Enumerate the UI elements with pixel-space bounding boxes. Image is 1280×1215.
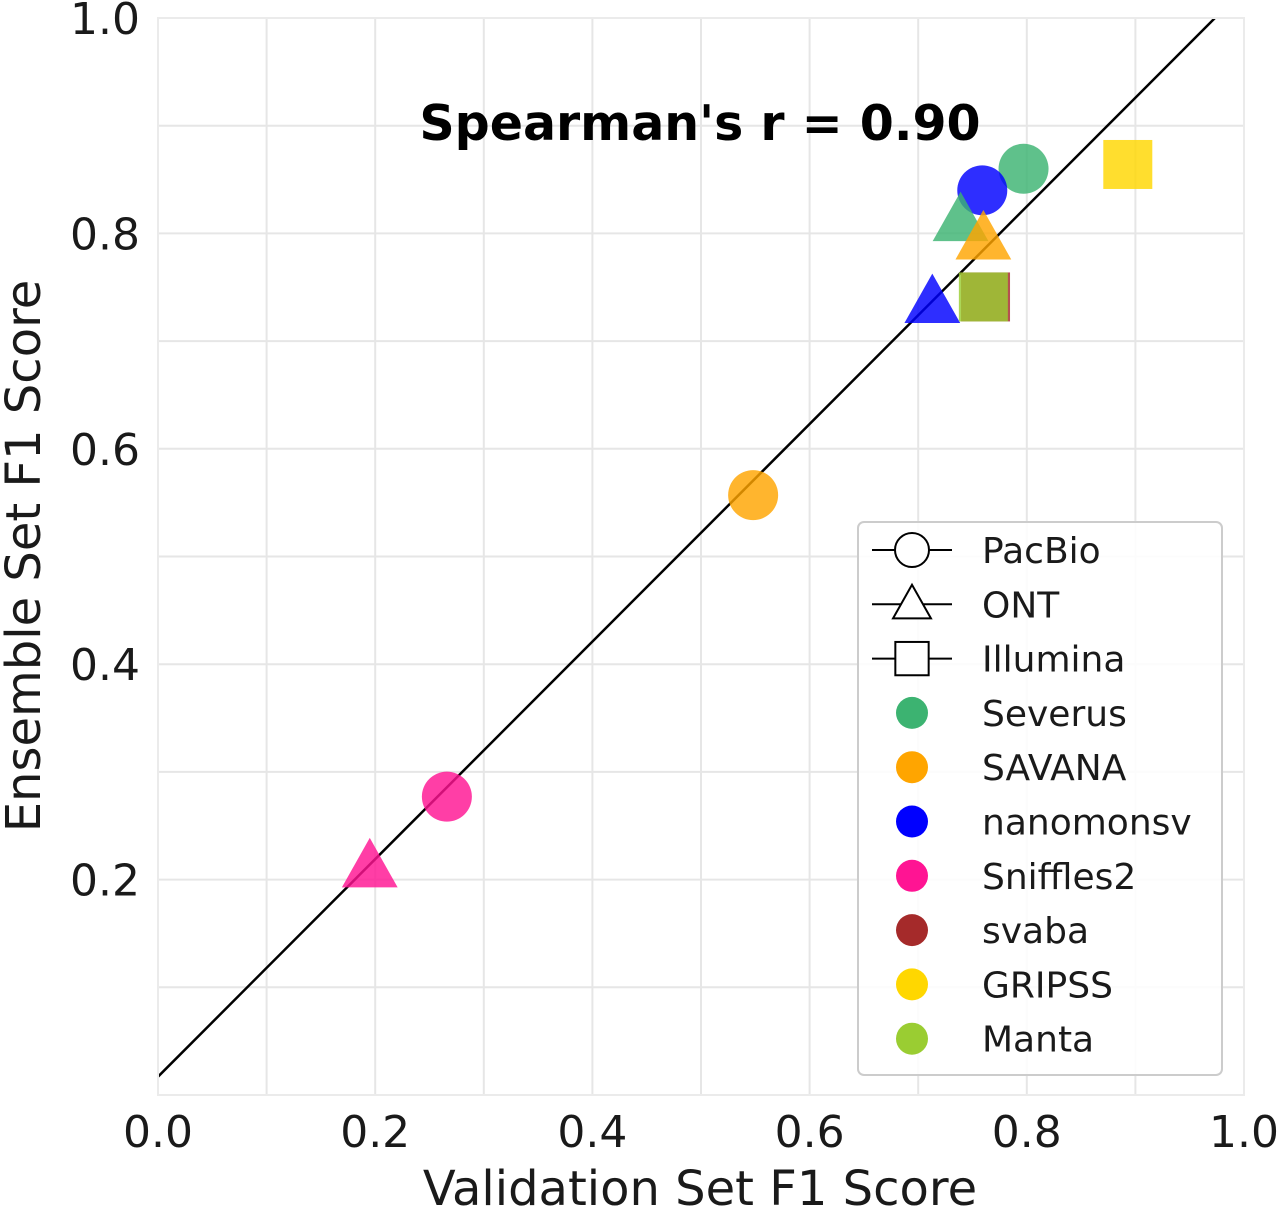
legend-label: Severus [982, 694, 1127, 735]
legend-label: Manta [982, 1020, 1094, 1061]
tick-labels: 0.0 0.2 0.4 0.6 0.8 1.0 0.2 0.4 0.6 0.8 1.0 [70, 0, 1279, 1158]
x-tick-label: 0.6 [775, 1107, 845, 1158]
legend-triangle-icon [891, 582, 933, 620]
point-nanomonsv-ont [904, 273, 961, 324]
legend-square-icon [894, 640, 930, 677]
data-points [341, 139, 1153, 888]
legend-item-savana: SAVANA [896, 748, 1127, 789]
point-gripss-illumina [1103, 139, 1153, 189]
legend-item-ont: ONT [872, 582, 1060, 626]
fit-line [157, 17, 1216, 1078]
legend-swatch [896, 751, 928, 784]
legend-item-pacbio: PacBio [872, 531, 1101, 572]
point-sniffles2-pacbio [421, 771, 472, 822]
y-tick-label: 0.8 [70, 209, 140, 260]
x-axis-label: Validation Set F1 Score [423, 1161, 977, 1211]
legend-swatch [896, 1022, 928, 1055]
plot-frame [157, 17, 1245, 1096]
y-tick-label: 0.6 [70, 425, 140, 476]
legend-item-illumina: Illumina [872, 640, 1125, 681]
x-tick-label: 1.0 [1209, 1107, 1279, 1158]
point-severus-pacbio [998, 143, 1049, 194]
point-savana-ont [955, 210, 1012, 260]
legend-swatch [896, 859, 928, 892]
y-axis-label: Ensemble Set F1 Score [0, 280, 52, 833]
legend-label: SAVANA [982, 748, 1127, 789]
legend-item-nanomonsv: nanomonsv [896, 803, 1192, 844]
legend-label: PacBio [982, 531, 1101, 572]
x-tick-label: 0.0 [123, 1107, 193, 1158]
legend-swatch [896, 968, 928, 1001]
y-tick-label: 0.2 [70, 856, 140, 907]
spearman-annotation: Spearman's r = 0.90 [419, 95, 980, 152]
point-sniffles2-ont [341, 837, 398, 888]
legend-item-gripss: GRIPSS [896, 965, 1113, 1006]
legend-swatch [896, 914, 928, 947]
legend-label: GRIPSS [982, 965, 1113, 1006]
point-manta-illumina [958, 272, 1008, 322]
legend-swatch [896, 696, 928, 729]
legend-item-manta: Manta [896, 1020, 1094, 1061]
y-tick-label: 0.4 [70, 640, 140, 691]
legend-circle-icon [894, 532, 930, 568]
legend-box [857, 521, 1223, 1076]
x-tick-label: 0.4 [557, 1107, 627, 1158]
legend-label: svaba [982, 911, 1089, 952]
legend-label: ONT [982, 585, 1060, 626]
fit-line-group [157, 17, 1216, 1078]
point-nanomonsv-pacbio [957, 165, 1008, 216]
x-tick-label: 0.2 [340, 1107, 410, 1158]
legend-item-svaba: svaba [896, 911, 1089, 952]
legend-swatch [896, 805, 928, 838]
legend-item-severus: Severus [896, 694, 1127, 735]
legend: PacBio ONT Illumina Severus SAVANA nanomonsv S… [857, 521, 1223, 1076]
point-savana-pacbio [728, 470, 779, 521]
y-tick-label: 1.0 [70, 0, 140, 45]
legend-item-sniffles2: Sniffles2 [896, 857, 1136, 898]
legend-label: Illumina [982, 640, 1125, 681]
legend-label: nanomonsv [982, 803, 1192, 844]
x-tick-label: 0.8 [992, 1107, 1062, 1158]
legend-label: Sniffles2 [982, 857, 1136, 898]
